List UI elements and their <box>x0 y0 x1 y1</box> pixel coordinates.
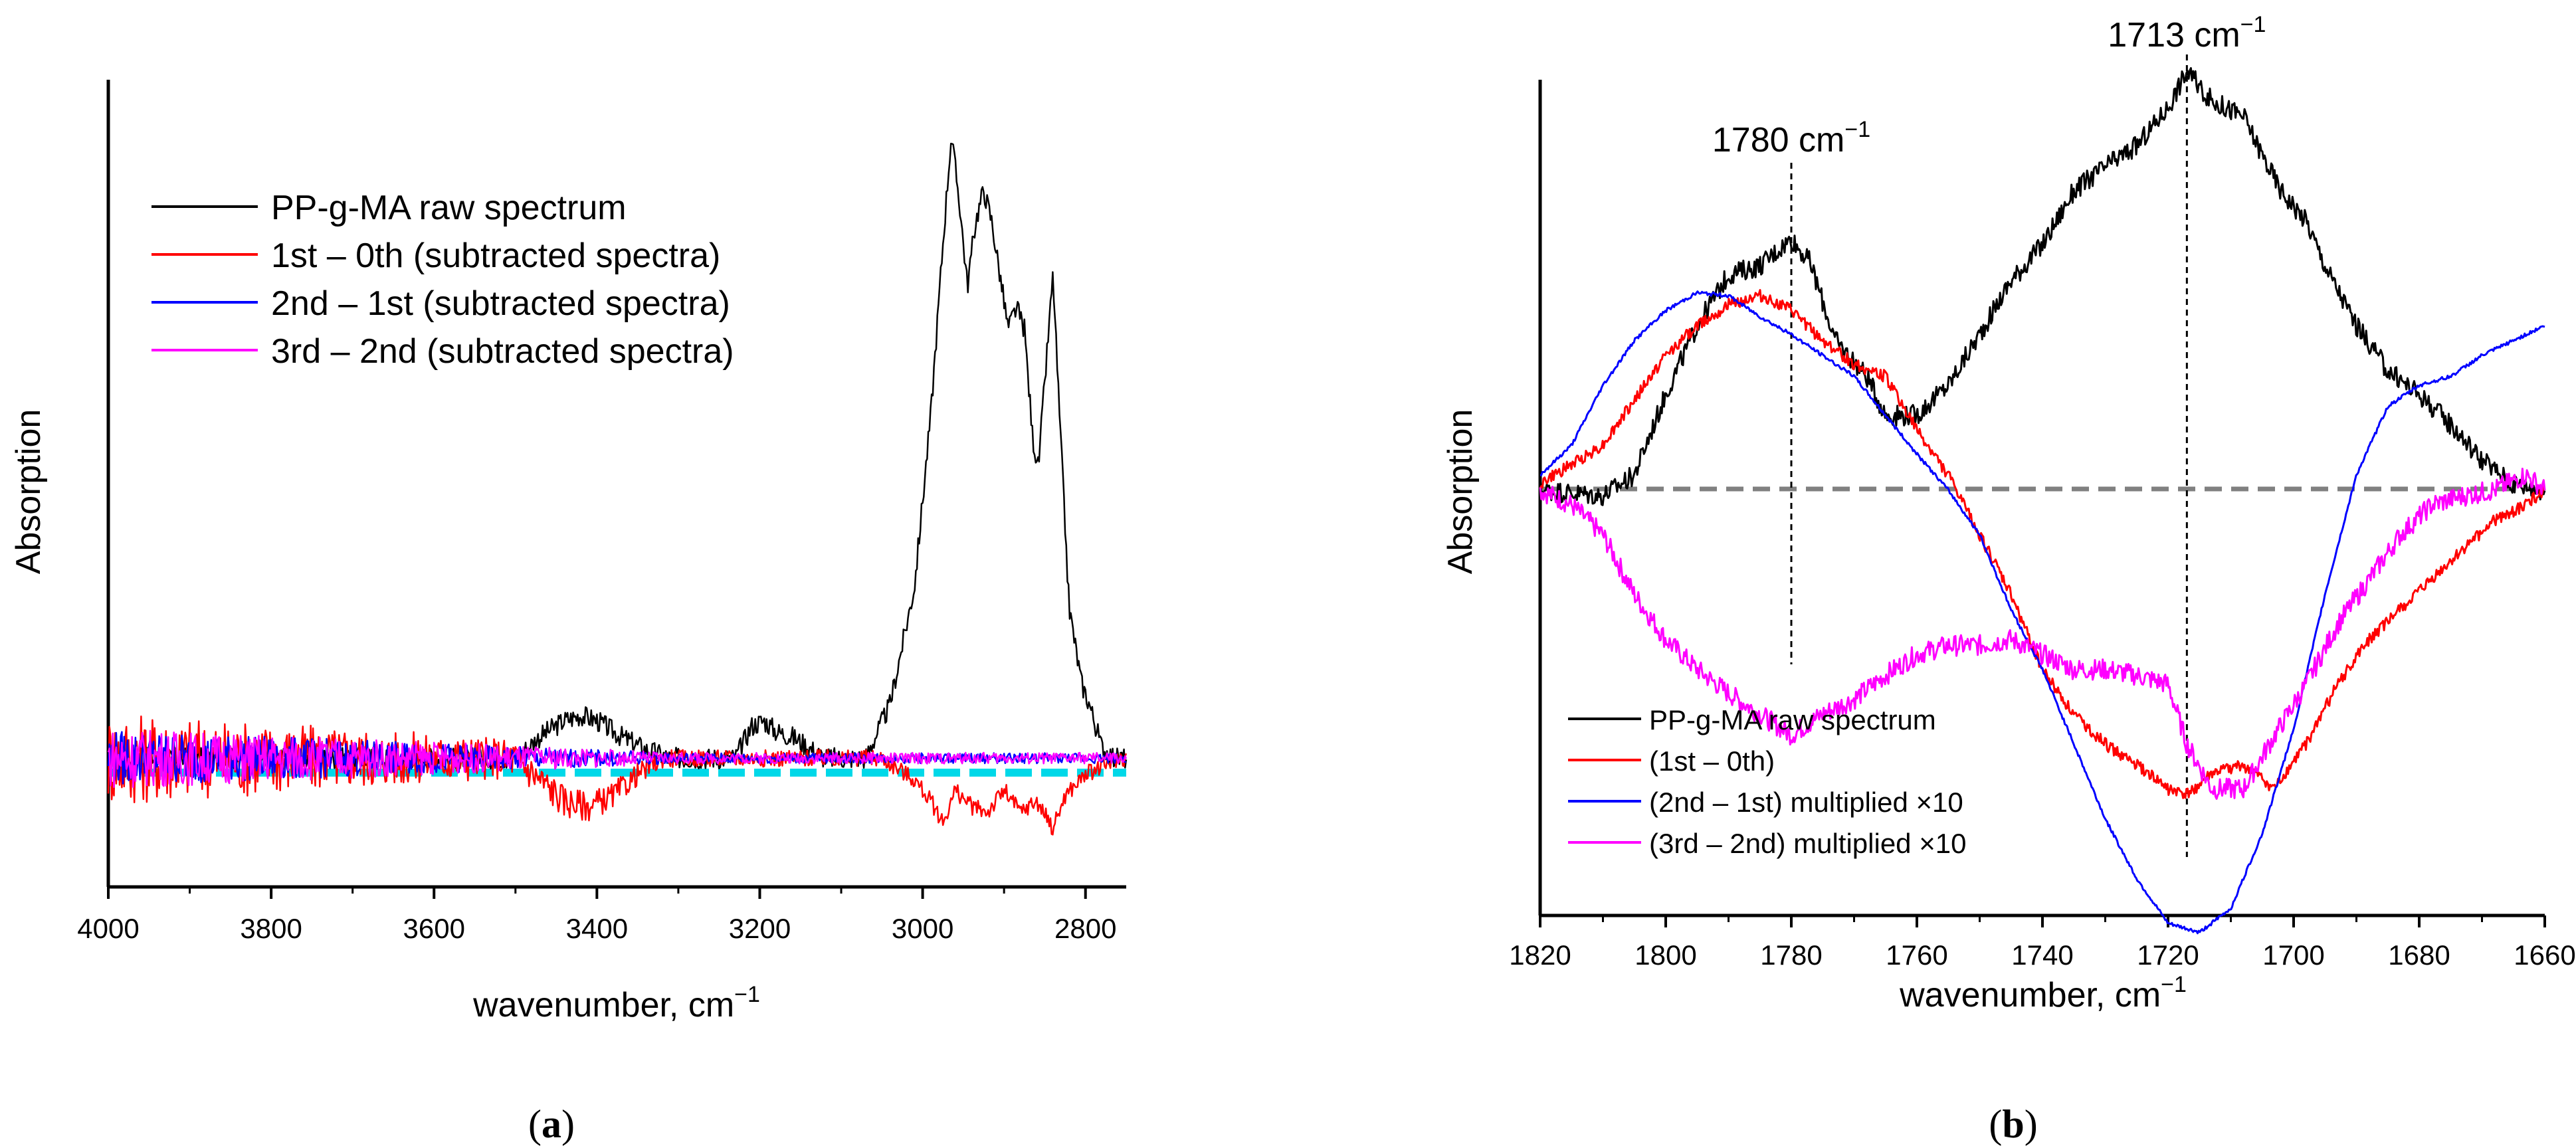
panel-label-a: (a) <box>528 1102 575 1146</box>
x-tick-label: 1800 <box>1635 939 1696 971</box>
annotation-label-1713: 1713 cm−1 <box>2108 12 2266 54</box>
legend-b: PP-g-MA raw spectrum (1st – 0th) (2nd – … <box>1568 704 1966 859</box>
annotation-label-1780: 1780 cm−1 <box>1712 117 1870 159</box>
x-tick-label: 1820 <box>1509 939 1571 971</box>
legend-a-label-3: 3rd – 2nd (subtracted spectra) <box>271 332 734 371</box>
legend-b-label-1: (1st – 0th) <box>1649 745 1775 777</box>
x-tick-label: 1680 <box>2388 939 2450 971</box>
legend-a: PP-g-MA raw spectrum 1st – 0th (subtract… <box>151 189 734 371</box>
xlabel-b: wavenumber, cm−1 <box>1899 972 2187 1014</box>
ylabel-a: Absorption <box>9 409 48 575</box>
legend-b-label-0: PP-g-MA raw spectrum <box>1649 704 1936 735</box>
x-tick-label: 1660 <box>2514 939 2575 971</box>
series-line-3 <box>1539 290 2545 935</box>
x-tick-label: 3400 <box>566 913 628 944</box>
series-group-b <box>1539 67 2546 935</box>
x-ticks-a: 4000 3800 3600 3400 3200 3000 2800 <box>77 887 1116 944</box>
chart-panel-a: Absorption 4000 3800 3600 3400 3200 3000 2800 … <box>9 80 1128 1146</box>
x-tick-label: 1740 <box>2011 939 2073 971</box>
xlabel-a: wavenumber, cm−1 <box>472 982 760 1024</box>
x-tick-label: 1760 <box>1886 939 1947 971</box>
legend-b-label-2: (2nd – 1st) multiplied ×10 <box>1649 787 1963 818</box>
legend-a-label-2: 2nd – 1st (subtracted spectra) <box>271 284 730 323</box>
x-tick-label: 2800 <box>1054 913 1116 944</box>
series-group-a <box>107 142 1128 836</box>
legend-a-label-0: PP-g-MA raw spectrum <box>271 189 627 227</box>
series-line-4 <box>1539 468 2546 800</box>
legend-b-label-3: (3rd – 2nd) multiplied ×10 <box>1649 828 1966 859</box>
series-line-1 <box>1539 67 2546 506</box>
ylabel-b: Absorption <box>1441 409 1480 575</box>
x-tick-label: 1780 <box>1760 939 1822 971</box>
annotations-b: 1780 cm−1 1713 cm−1 <box>1712 12 2266 857</box>
x-tick-label: 3200 <box>729 913 791 944</box>
x-tick-label: 3600 <box>403 913 465 944</box>
x-tick-label: 1720 <box>2137 939 2199 971</box>
panel-label-b: (b) <box>1989 1102 2037 1146</box>
series-line-4 <box>107 729 1128 789</box>
x-tick-label: 3800 <box>240 913 302 944</box>
x-tick-label: 1700 <box>2262 939 2324 971</box>
x-tick-label: 3000 <box>892 913 953 944</box>
x-tick-label: 4000 <box>77 913 139 944</box>
x-ticks-b: 1820 1800 1780 1760 1740 1720 1700 1680 1660 <box>1509 915 2576 971</box>
legend-a-label-1: 1st – 0th (subtracted spectra) <box>271 237 720 275</box>
chart-panel-b: Absorption 1820 1800 1780 1760 1740 1720 1700 1… <box>1441 12 2576 1146</box>
